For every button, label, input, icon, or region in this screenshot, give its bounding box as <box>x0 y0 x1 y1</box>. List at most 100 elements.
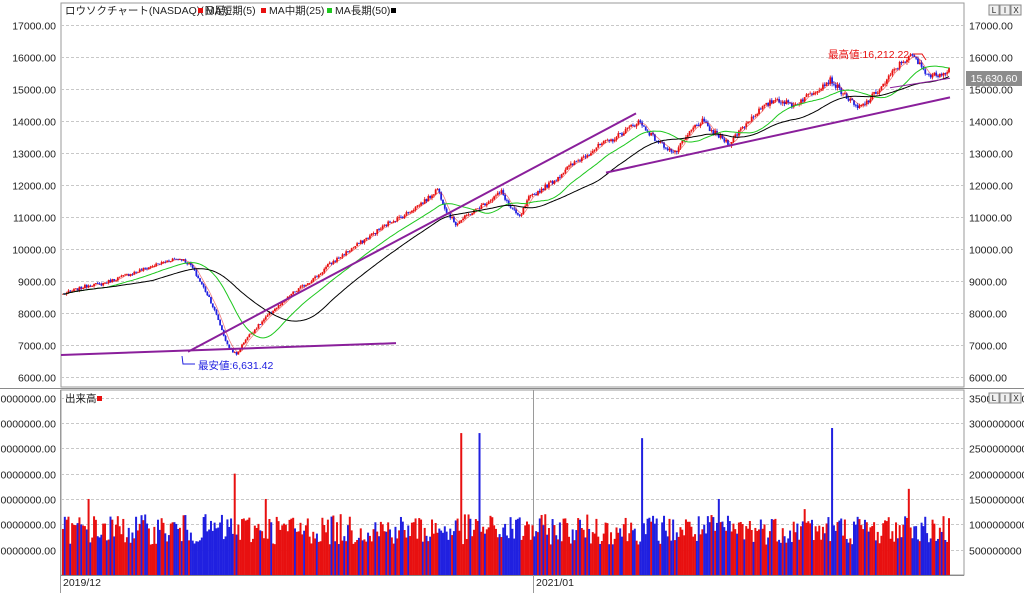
volume-bar <box>346 525 349 575</box>
candle-body <box>495 195 497 197</box>
price-panel-button-i[interactable] <box>999 4 1011 16</box>
candle-body <box>515 209 517 214</box>
candle-body <box>553 180 556 184</box>
candle-body <box>876 92 879 94</box>
volume-bar <box>502 527 505 575</box>
candle-body <box>370 233 373 236</box>
volume-bar <box>105 540 108 575</box>
trendline[interactable] <box>605 96 951 174</box>
candle-body <box>825 82 828 86</box>
y-tick-label-left: 10000.00 <box>12 245 56 257</box>
volume-bar <box>82 525 85 575</box>
volume-bar <box>122 518 125 575</box>
volume-bar <box>261 531 264 575</box>
volume-bar <box>672 519 675 575</box>
candle-body <box>864 103 866 105</box>
volume-bar <box>935 540 938 575</box>
volume-bar <box>357 537 360 575</box>
candle-body <box>690 129 693 132</box>
volume-bar <box>736 533 739 575</box>
candle-body <box>93 284 95 287</box>
volume-bar <box>359 528 362 575</box>
volume-bar <box>281 525 284 575</box>
trendline[interactable] <box>187 112 637 353</box>
candle-body <box>204 287 207 292</box>
candle-body <box>237 351 240 355</box>
trendline[interactable] <box>60 342 397 356</box>
volume-bar <box>138 523 141 575</box>
candle-body <box>801 99 804 102</box>
volume-bar <box>266 538 269 575</box>
volume-bar <box>418 518 421 575</box>
svg-text:L: L <box>992 394 997 403</box>
candle-body <box>537 190 539 196</box>
volume-bar <box>737 522 740 575</box>
volume-panel-button-i[interactable] <box>999 392 1011 404</box>
volume-bar <box>699 534 702 575</box>
volume-bar <box>582 529 585 575</box>
volume-bar <box>796 523 799 575</box>
trendline[interactable] <box>889 77 951 89</box>
volume-bar <box>454 520 457 575</box>
volume-bar <box>681 529 684 575</box>
volume-bar <box>407 525 410 575</box>
candle-body <box>91 286 94 287</box>
volume-bar <box>326 519 329 575</box>
volume-panel-close-button[interactable] <box>1010 392 1022 404</box>
candle-body <box>593 149 596 152</box>
volume-bar <box>615 527 618 575</box>
candle-body <box>369 235 371 239</box>
volume-bar <box>147 528 150 575</box>
candle-body <box>854 104 857 106</box>
candle-body <box>895 68 897 70</box>
volume-bar <box>67 516 70 575</box>
candle-body <box>336 257 338 262</box>
candle-body <box>831 77 833 84</box>
volume-bar <box>142 520 145 575</box>
price-panel-close-button[interactable] <box>1010 4 1022 16</box>
candle-body <box>255 328 258 330</box>
candle-body <box>597 143 600 148</box>
volume-bar <box>924 516 927 575</box>
volume-bar <box>220 514 223 575</box>
volume-bar <box>814 526 817 575</box>
candle-body <box>931 74 934 78</box>
volume-bar <box>451 535 454 575</box>
volume-bar <box>695 540 698 575</box>
volume-bar <box>434 522 437 575</box>
candle-body <box>643 125 645 127</box>
candle-body <box>789 102 791 104</box>
price-panel-title: ロウソクチャート(NASDAQ)(日足) <box>65 5 228 17</box>
candle-body <box>648 132 651 136</box>
volume-bar <box>107 539 110 575</box>
legend-swatch-ma-long <box>391 8 396 13</box>
y-tick-label-right: 15000.00 <box>969 85 1013 97</box>
volume-bar <box>741 524 744 575</box>
candle-body <box>378 229 380 231</box>
candle-body <box>613 139 616 142</box>
volume-bar <box>840 518 843 575</box>
candle-body <box>776 99 779 101</box>
volume-bar <box>264 498 267 575</box>
volume-bar <box>356 540 359 575</box>
candle-body <box>906 60 908 62</box>
volume-bar <box>805 522 808 575</box>
candle-body <box>679 143 682 148</box>
volume-bar <box>217 527 220 575</box>
volume-bar <box>869 527 872 575</box>
volume-bar <box>747 528 750 575</box>
volume-panel-button-l[interactable] <box>988 392 1000 404</box>
candle-body <box>244 339 247 343</box>
volume-bar <box>76 523 79 575</box>
candle-body <box>653 134 656 141</box>
volume-bar <box>887 517 890 575</box>
volume-bar <box>600 541 603 575</box>
candle-body <box>842 93 844 95</box>
price-panel-button-l[interactable] <box>988 4 1000 16</box>
candle-body <box>188 262 190 265</box>
candle-body <box>480 204 483 209</box>
volume-bar <box>259 530 262 575</box>
volume-bar <box>595 518 598 575</box>
volume-bar <box>498 534 501 575</box>
